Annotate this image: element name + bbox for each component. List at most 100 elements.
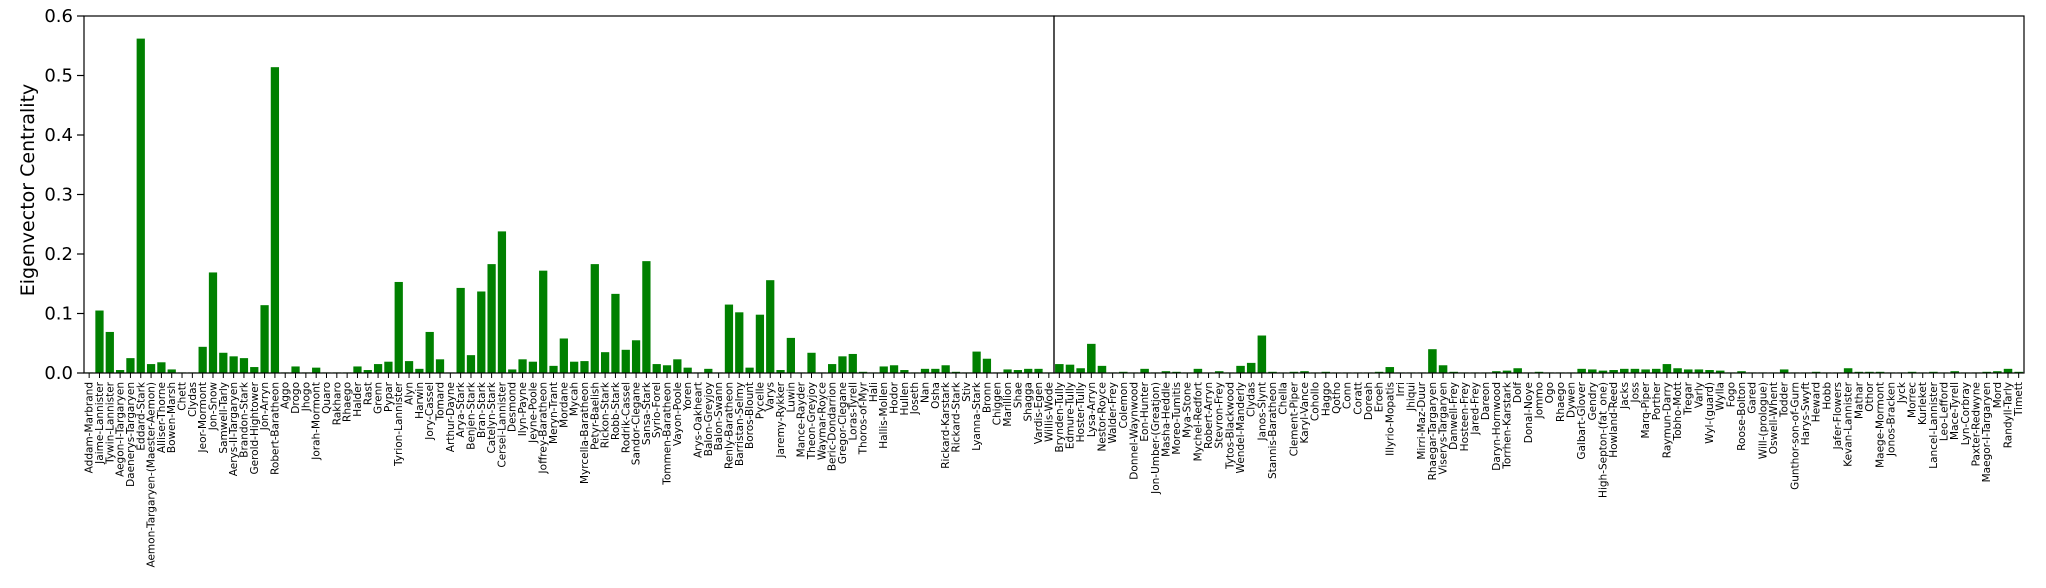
- bar: [1076, 368, 1085, 373]
- bar: [1214, 371, 1224, 373]
- x-tick-label: Robert-Arryn: [1203, 382, 1215, 449]
- x-tick-label: Yoren: [682, 382, 694, 412]
- x-tick-label: Tobho-Mott: [1672, 382, 1684, 442]
- x-tick-label: Arya-Stark: [455, 381, 467, 437]
- x-tick-label: Eroeh: [1374, 382, 1386, 412]
- x-tick-label: Desmond: [507, 382, 519, 432]
- x-tick-label: Oswell-Whent: [1768, 382, 1780, 454]
- x-tick-label: Jeyne-Poole: [527, 382, 539, 444]
- x-tick-label: Tomard: [435, 382, 447, 422]
- y-axis-ticks: 0.0 0.1 0.2 0.3 0.4 0.5 0.6: [44, 6, 84, 384]
- panel-frame: [1053, 15, 2025, 374]
- bar: [889, 365, 899, 373]
- x-tick-label: Meryn-Trant: [548, 382, 560, 444]
- x-tick-label: Rakharo: [331, 382, 343, 425]
- x-tick-label: Jon-Arryn: [259, 382, 271, 431]
- x-tick-label: Mace-Tyrell: [1949, 382, 1961, 440]
- x-tick-label: Jorah-Mormont: [311, 382, 323, 461]
- x-tick-label: Aggo: [280, 382, 292, 409]
- x-tick-label: Raymun-Darry: [1661, 382, 1673, 458]
- bar: [157, 362, 166, 373]
- x-tick-label: Stevron-Frey: [1214, 382, 1226, 448]
- bar: [1246, 362, 1256, 373]
- x-tick-label: Shagga: [1023, 382, 1035, 422]
- x-tick-label: Bran-Stark: [476, 381, 488, 438]
- x-tick-label: Hoster-Tully: [1075, 382, 1087, 442]
- x-tick-label: Jon-Snow: [207, 382, 219, 432]
- x-tick-label: Stiv: [961, 382, 973, 402]
- x-tick-label: Rhaegar-Targaryen: [1427, 382, 1439, 480]
- bar: [353, 366, 362, 373]
- bar: [404, 361, 414, 373]
- bar: [1055, 364, 1064, 373]
- x-tick-label: Ilyn-Payne: [517, 382, 529, 436]
- bar: [549, 365, 558, 373]
- bar: [1662, 364, 1672, 373]
- bar: [766, 280, 775, 373]
- bar: [487, 264, 496, 373]
- bar: [1630, 368, 1640, 373]
- x-tick-label: Varly: [1693, 382, 1705, 408]
- bar: [941, 365, 950, 373]
- x-tick-label: Leo-Lefford: [1939, 382, 1951, 441]
- bar: [105, 331, 114, 373]
- bar: [291, 366, 300, 373]
- x-tick-label: Torrhen-Karstark: [1502, 381, 1514, 470]
- x-tick-label: Tywin-Lannister: [104, 381, 116, 464]
- bar: [1705, 370, 1714, 373]
- x-tick-label: Vardis-Egen: [1033, 382, 1045, 444]
- x-tick-label: Daryn-Hornwood: [1491, 382, 1503, 471]
- x-tick-label: Marillion: [1002, 382, 1014, 427]
- x-tick-label: Brynden-Tully: [1054, 382, 1066, 453]
- x-tick-label: Cohollo: [1310, 382, 1322, 421]
- x-tick-label: Randyll-Tarly: [2003, 382, 2015, 448]
- x-tick-label: Porther: [1651, 381, 1663, 420]
- x-tick-label: Jonos-Bracken: [1885, 382, 1897, 457]
- x-tick-label: Jafer-Flowers: [1832, 382, 1844, 450]
- bar: [1013, 370, 1023, 373]
- x-tick-label: Loras-Tyrell: [847, 382, 859, 441]
- bar: [1715, 370, 1725, 373]
- bar: [146, 364, 156, 373]
- x-tick-label: Colemon: [1118, 382, 1130, 428]
- x-tick-label: Varys: [765, 382, 777, 411]
- bar: [1673, 368, 1682, 373]
- x-tick-label: Donal-Noye: [1523, 382, 1535, 443]
- x-tick-label: Viserys-Targaryen: [1438, 382, 1450, 475]
- x-tick-label: Rhaego: [1555, 382, 1567, 422]
- bar: [250, 367, 259, 373]
- bar: [776, 370, 785, 373]
- x-tick-label: Waymar-Royce: [816, 382, 828, 460]
- x-tick-label: Janos-Slynt: [1256, 382, 1268, 441]
- x-tick-label: Rast: [362, 382, 374, 405]
- chart-panel-1: Addam-MarbrandJaime-LannisterTywin-Lanni…: [83, 15, 1055, 568]
- bar: [260, 305, 269, 373]
- x-tick-label: Kurleket: [1917, 382, 1929, 425]
- x-tick-label: Pycelle: [754, 382, 766, 419]
- x-tick-label: Harys-Swyft: [1800, 382, 1812, 445]
- x-tick-label: Jaime-Lannister: [94, 381, 106, 464]
- x-tick-label: Willis-Wode: [1043, 382, 1055, 442]
- bar: [167, 369, 176, 373]
- x-tick-label: Dolf: [1512, 382, 1524, 403]
- bar: [1300, 371, 1309, 373]
- x-tick-label: Todder: [1779, 381, 1791, 418]
- x-tick-label: Walder-Frey: [1107, 382, 1119, 444]
- bar: [611, 293, 620, 373]
- bar: [1609, 370, 1618, 373]
- bar: [1843, 368, 1853, 373]
- x-tick-label: Benjen-Stark: [465, 381, 477, 450]
- bar: [528, 361, 538, 373]
- x-tick-label: Shae: [1012, 382, 1024, 408]
- bar: [1428, 349, 1437, 373]
- x-tick-label: Jyck: [1896, 381, 1908, 404]
- bar: [1694, 369, 1704, 373]
- bar: [466, 355, 476, 373]
- bar: [415, 368, 424, 373]
- bar: [704, 368, 713, 373]
- x-tick-label: Samwell-Tarly: [218, 382, 230, 454]
- x-tick-label: Harwin: [414, 382, 426, 419]
- x-tick-label: Will-(prologue): [1757, 382, 1769, 459]
- x-tick-label: Barristan-Selmy: [734, 382, 746, 466]
- y-tick-label: 0.0: [44, 363, 73, 384]
